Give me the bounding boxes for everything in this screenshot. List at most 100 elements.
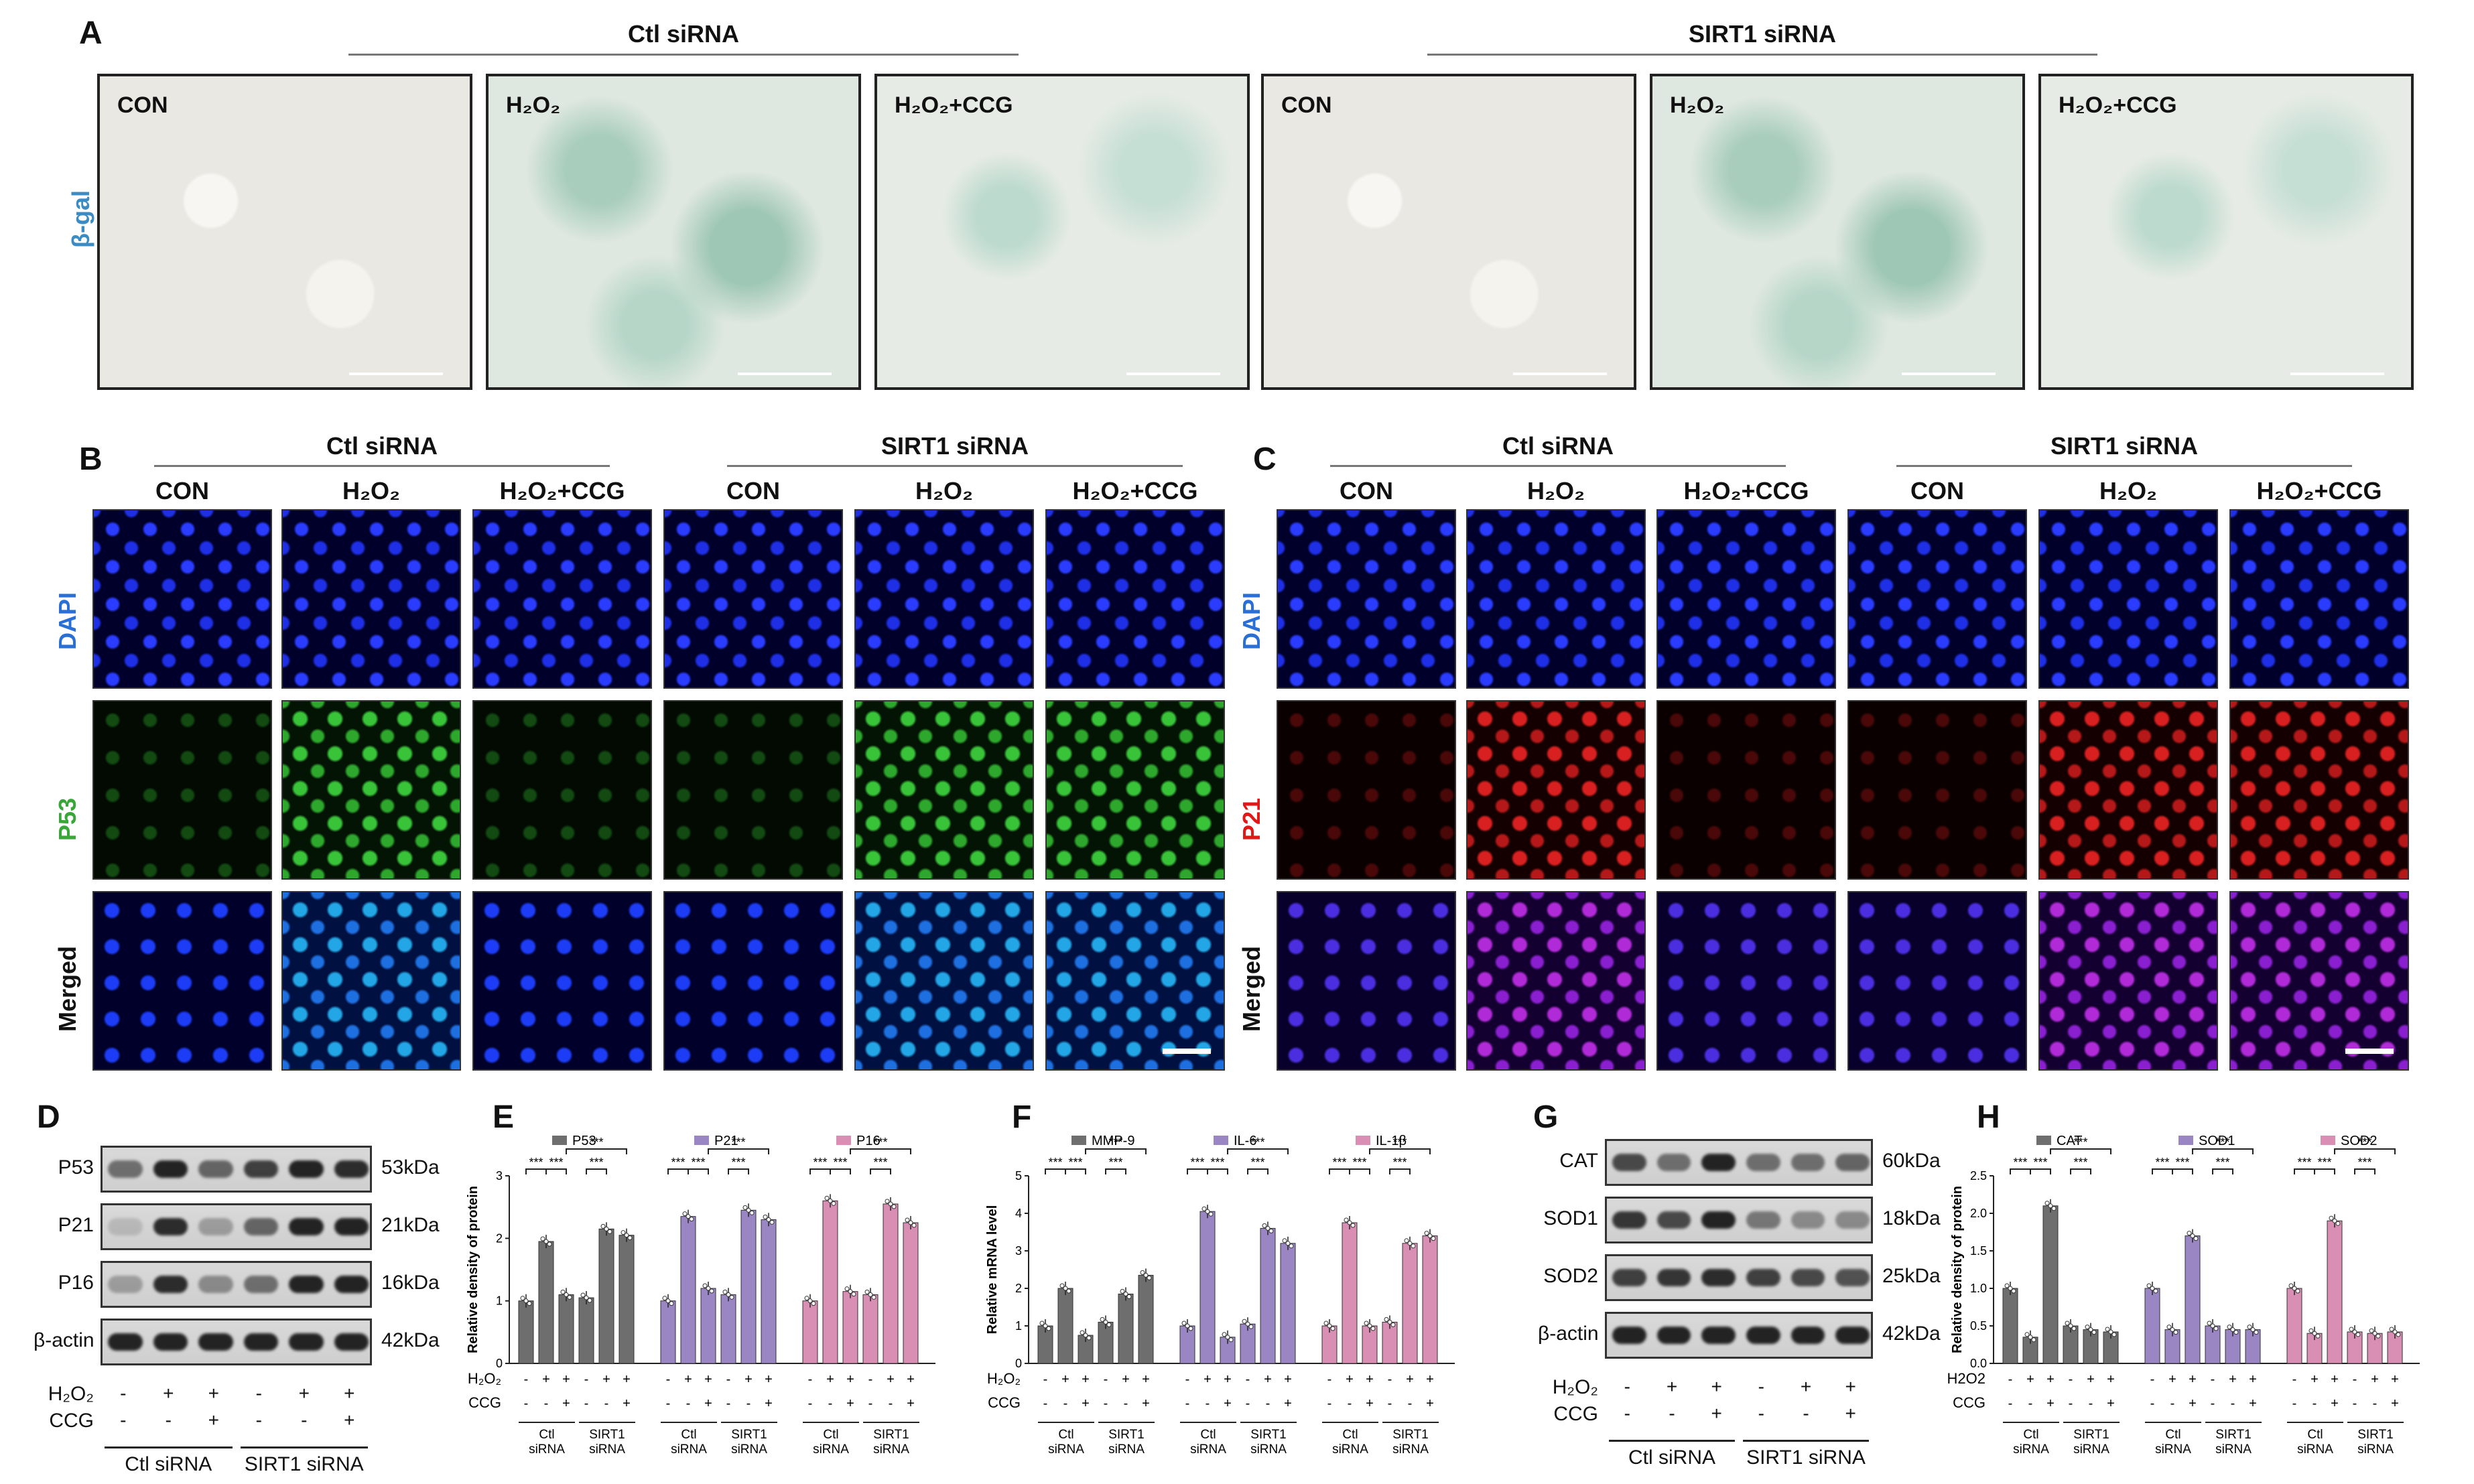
data-point <box>1404 1238 1409 1243</box>
sig-stars: *** <box>731 1136 745 1149</box>
bar <box>2042 1205 2059 1364</box>
data-point <box>2335 1221 2341 1226</box>
data-point <box>584 1295 589 1300</box>
group-label: SIRT1 <box>1392 1428 1429 1442</box>
group-label: Ctl <box>1200 1428 1216 1442</box>
h2o2-symbol: - <box>1104 1372 1108 1387</box>
fluorescence-image <box>1277 700 1456 880</box>
protein-label: SOD2 <box>1543 1265 1598 1287</box>
protein-label: P16 <box>58 1272 94 1294</box>
data-point <box>1242 1319 1247 1324</box>
data-point <box>627 1235 633 1241</box>
h2o2-symbol: + <box>1122 1372 1130 1387</box>
sig-bracket <box>2172 1168 2193 1174</box>
data-point <box>742 1205 748 1210</box>
data-point <box>2355 1332 2361 1337</box>
group-label: SIRT1 siRNA <box>1746 1446 1866 1469</box>
column-header: H₂O₂ <box>915 477 973 504</box>
data-point <box>2396 1332 2401 1337</box>
y-axis-label: Relative density of protein <box>1950 1186 1965 1353</box>
h2o2-symbol: - <box>1327 1372 1332 1387</box>
legend-swatch <box>1214 1136 1228 1145</box>
sig-bracket <box>1105 1168 1126 1174</box>
band <box>1835 1154 1870 1171</box>
protein-label: P53 <box>58 1156 94 1178</box>
data-point <box>1228 1337 1234 1343</box>
data-point <box>682 1211 688 1217</box>
treatment-symbol: + <box>1711 1403 1722 1424</box>
treatment-symbol: - <box>1758 1376 1764 1397</box>
data-point <box>1384 1317 1389 1322</box>
legend-label: IL-6 <box>1234 1134 1256 1148</box>
data-point <box>2028 1335 2033 1340</box>
data-point <box>2071 1326 2077 1331</box>
band <box>1791 1154 1825 1171</box>
legend-label: SOD2 <box>2341 1134 2377 1148</box>
ccg-symbol: - <box>828 1396 833 1411</box>
legend-label: IL-1β <box>1376 1134 1407 1148</box>
ccg-row-label: CCG <box>1953 1394 1985 1411</box>
band <box>243 1218 278 1235</box>
h2o2-symbol: + <box>1061 1372 1069 1387</box>
sig-bracket <box>809 1168 831 1174</box>
kda-label: 16kDa <box>381 1272 440 1294</box>
sig-stars: *** <box>1068 1156 1082 1169</box>
fluorescence-image <box>92 891 272 1071</box>
sig-stars: *** <box>2073 1136 2087 1149</box>
sig-stars: *** <box>1392 1156 1407 1169</box>
group-label: Ctl siRNA <box>1628 1446 1715 1469</box>
fluorescence-image <box>281 891 461 1071</box>
fluorescence-image <box>854 700 1034 880</box>
ccg-row-label: CCG <box>988 1394 1021 1411</box>
h2o2-symbol: + <box>907 1372 915 1387</box>
kda-label: 42kDa <box>1882 1323 1941 1345</box>
ccg-symbol: - <box>2069 1396 2073 1411</box>
h2o2-symbol: + <box>846 1372 854 1387</box>
h2o2-symbol: + <box>1142 1372 1150 1387</box>
group-underline <box>105 1446 233 1448</box>
legend-swatch <box>2178 1136 2193 1145</box>
h2o2-symbol: + <box>2310 1372 2319 1387</box>
data-point <box>2088 1327 2093 1333</box>
treatment-symbol: + <box>298 1383 310 1404</box>
ccg-symbol: - <box>1043 1396 1048 1411</box>
h2o2-symbol: - <box>2211 1372 2215 1387</box>
data-point <box>1120 1288 1125 1294</box>
legend-label: CAT <box>2057 1134 2083 1148</box>
sig-stars: *** <box>873 1156 887 1169</box>
beta-gal-image: H₂O₂+CCG <box>874 74 1250 390</box>
y-tick-label: 0 <box>496 1357 503 1370</box>
data-point <box>1106 1322 1112 1327</box>
group-label: Ctl siRNA <box>125 1453 212 1475</box>
treatment-symbol: - <box>165 1410 172 1430</box>
column-header: CON <box>155 477 209 504</box>
h2o2-symbol: + <box>1366 1372 1374 1387</box>
fluorescence-image <box>1466 509 1646 689</box>
group-label: siRNA <box>731 1442 767 1457</box>
treatment-symbol: + <box>344 1410 355 1430</box>
data-point <box>1323 1321 1329 1326</box>
h2o2-symbol: + <box>826 1372 834 1387</box>
fluorescence-image <box>281 700 461 880</box>
condition-label: CON <box>1281 92 1332 118</box>
column-header: H₂O₂+CCG <box>499 477 625 504</box>
band <box>1835 1269 1870 1286</box>
data-point <box>1424 1231 1429 1236</box>
h2o2-symbol: + <box>2087 1372 2095 1387</box>
data-point <box>564 1292 569 1297</box>
data-point <box>2187 1231 2192 1236</box>
scale-bar <box>2290 373 2384 375</box>
treatment-symbol: - <box>120 1410 127 1430</box>
fluorescence-image <box>854 509 1034 689</box>
ccg-symbol: - <box>2211 1396 2215 1411</box>
y-tick-label: 3 <box>496 1169 503 1183</box>
data-point <box>2111 1332 2117 1337</box>
band <box>153 1276 188 1293</box>
band <box>1746 1327 1780 1344</box>
group-label: Ctl <box>681 1428 696 1442</box>
data-point <box>2190 1233 2195 1239</box>
blot-strip <box>1605 1254 1873 1301</box>
y-tick-label: 0.5 <box>1970 1319 1987 1333</box>
sig-stars: *** <box>2175 1156 2189 1169</box>
